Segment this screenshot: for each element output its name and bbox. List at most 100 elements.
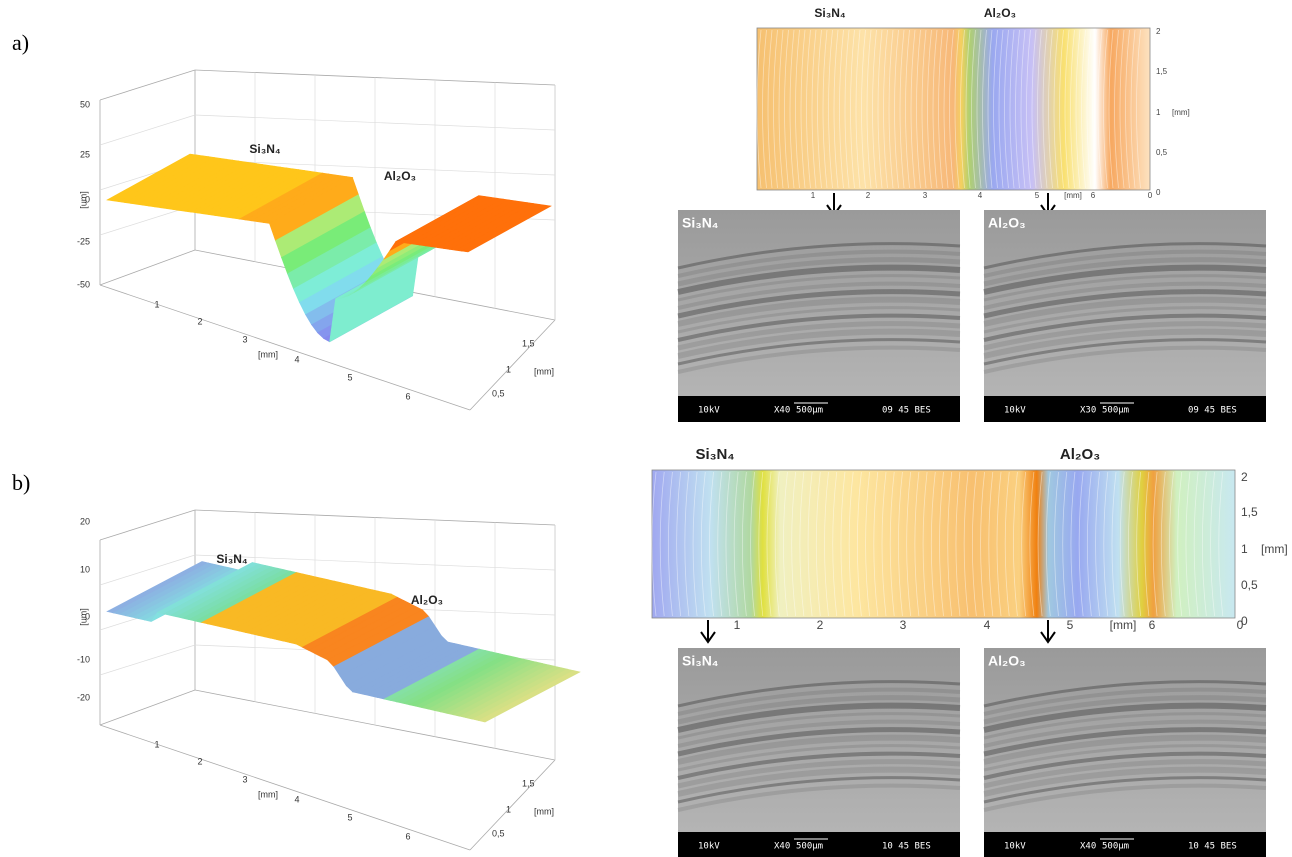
- z-tick-label: 20: [80, 516, 90, 526]
- wear-band: [677, 712, 961, 740]
- plot-box: [99, 509, 196, 541]
- wear-band: [983, 296, 1267, 327]
- z-tick-label: 0: [85, 611, 90, 621]
- x-tick-label: 2: [817, 618, 824, 632]
- sem-label: Al₂O₃: [988, 653, 1026, 669]
- contour-line: [1042, 29, 1048, 189]
- contour-map: [651, 469, 1236, 619]
- contour-line: [1062, 471, 1068, 617]
- contour-line: [1026, 29, 1031, 189]
- contour-line: [883, 29, 888, 189]
- contour-line: [783, 471, 788, 617]
- x-tick-label: 2: [866, 191, 871, 200]
- contour-line: [762, 29, 767, 189]
- contour-line: [930, 471, 936, 617]
- sem-footer-text: X40: [774, 842, 790, 852]
- wear-band: [983, 712, 1267, 740]
- x-tick-label: 3: [242, 334, 247, 344]
- y-tick-label: 1: [506, 804, 511, 814]
- contour-line: [987, 29, 993, 189]
- y-tick-label: 0,5: [1156, 148, 1168, 157]
- contour-line: [850, 29, 855, 189]
- contour-line: [1004, 29, 1009, 189]
- contour-line: [1218, 471, 1224, 617]
- x-axis-label: [mm]: [258, 349, 278, 359]
- z-tick-label: -25: [77, 236, 90, 246]
- sem-footer-text: 10kV: [698, 842, 720, 852]
- sem-footer-text: X40: [1080, 842, 1096, 852]
- wear-band: [677, 242, 961, 270]
- contour-line: [1136, 471, 1142, 617]
- contour-line: [1108, 29, 1114, 189]
- contour-line: [778, 29, 784, 189]
- wear-band: [677, 296, 961, 327]
- y-tick-label: 0: [1241, 614, 1248, 628]
- x-tick-label: 4: [984, 618, 991, 632]
- grid-line: [194, 114, 556, 131]
- wear-band: [677, 744, 961, 772]
- contour-line: [1185, 471, 1191, 617]
- x-tick-label: 0: [1237, 618, 1244, 632]
- wear-band: [677, 321, 961, 351]
- contour-line: [873, 471, 879, 617]
- plot-box: [469, 319, 556, 411]
- wear-band: [983, 680, 1267, 708]
- wear-band: [983, 345, 1267, 374]
- plot-box: [99, 69, 196, 101]
- wear-band: [677, 776, 961, 804]
- contour-line: [1169, 471, 1174, 617]
- contour-line: [1160, 471, 1166, 617]
- contour-line: [741, 471, 747, 617]
- contour-line: [1004, 471, 1010, 617]
- material-label: Si₃N₄: [249, 142, 281, 156]
- wear-band: [677, 264, 961, 295]
- sem-footer-text: X40: [774, 406, 790, 416]
- wear-band: [983, 274, 1267, 302]
- contour-line: [833, 29, 839, 189]
- wear-band: [677, 766, 961, 797]
- z-tick-label: -20: [77, 692, 90, 702]
- wear-band: [677, 313, 961, 342]
- wear-band: [677, 289, 961, 319]
- contour-line: [889, 471, 895, 617]
- contour-line: [832, 471, 838, 617]
- y-tick-label: 2: [1156, 27, 1161, 36]
- contour-line: [1152, 471, 1158, 617]
- y-tick-label: 0,5: [1241, 578, 1258, 592]
- x-tick-label: 2: [197, 756, 202, 766]
- contour-line: [982, 29, 987, 189]
- contour-line: [1086, 29, 1092, 189]
- x-tick-label: 2: [197, 316, 202, 326]
- x-tick-label: 6: [405, 831, 410, 841]
- wear-band: [677, 274, 961, 302]
- panel-label: a): [12, 30, 29, 55]
- contour-line: [717, 471, 723, 617]
- contour-line: [976, 29, 982, 189]
- material-label: Al₂O₃: [1060, 446, 1100, 463]
- x-tick-label: 5: [347, 812, 352, 822]
- wear-band: [983, 719, 1267, 748]
- contour-line: [700, 471, 706, 617]
- contour-line: [789, 29, 795, 189]
- sem-footer: [678, 832, 960, 857]
- surface-plot: 50 25 0 -25 -50 [um] 1 2 3 4 5 6 [mm] 1,5 1 0,5 [mm] Si₃N…: [77, 69, 556, 411]
- y-axis-label: [mm]: [1172, 108, 1190, 117]
- wear-band: [677, 257, 961, 287]
- contour-line: [954, 29, 960, 189]
- contour-line: [811, 29, 817, 189]
- surface-strip: [477, 670, 581, 723]
- contour-line: [807, 471, 813, 617]
- contour-line: [1103, 29, 1108, 189]
- contour-line: [865, 471, 870, 617]
- z-tick-label: 10: [80, 564, 90, 574]
- x-tick-label: 4: [978, 191, 983, 200]
- x-tick-label: 5: [1067, 618, 1074, 632]
- contour-line: [1037, 471, 1043, 617]
- y-axis-label: [mm]: [534, 806, 554, 816]
- contour-line: [1144, 471, 1150, 617]
- wear-band: [983, 242, 1267, 270]
- grid-line: [99, 644, 196, 676]
- sem-footer-text: 10 45 BES: [1188, 842, 1237, 852]
- contour-line: [1114, 29, 1119, 189]
- contour-line: [1020, 29, 1026, 189]
